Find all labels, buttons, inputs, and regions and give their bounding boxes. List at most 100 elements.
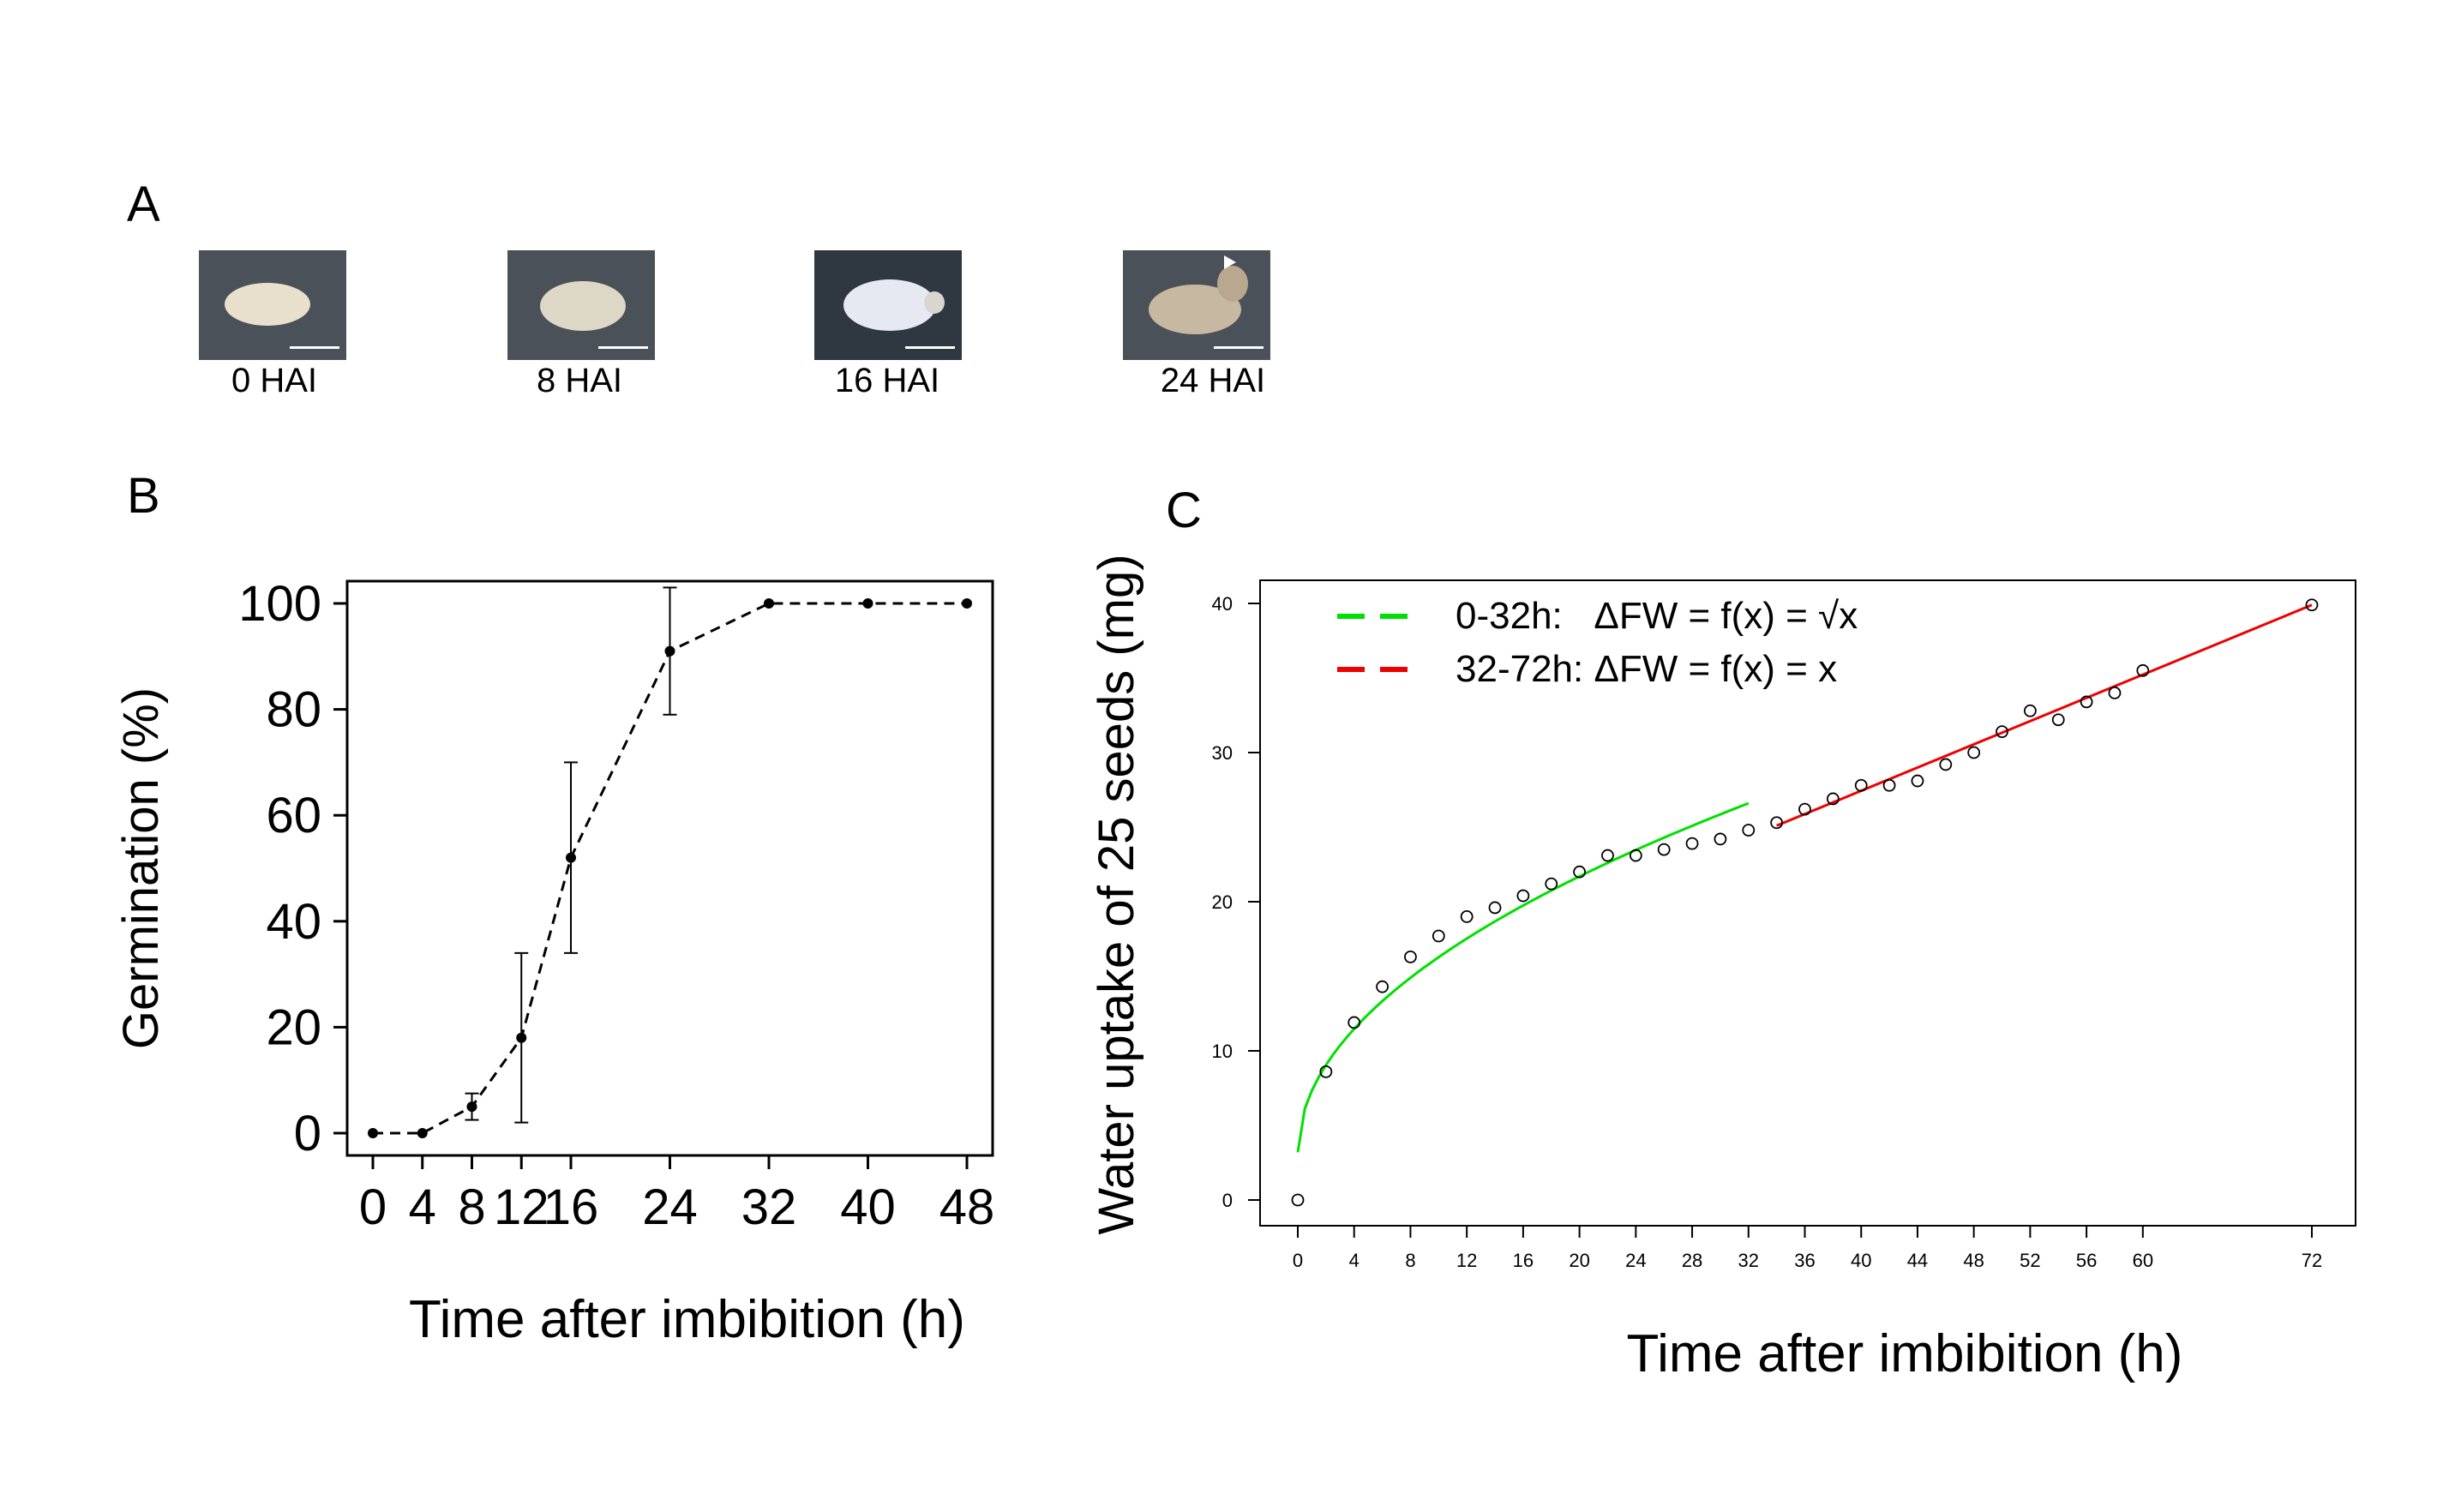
y-tick-label: 30 [1212, 742, 1233, 764]
data-point [1601, 849, 1614, 862]
data-point [1854, 778, 1868, 792]
data-point [417, 1128, 428, 1138]
seed-caption-24: 24 HAI [1160, 362, 1266, 399]
data-point [1545, 877, 1558, 891]
scale-bar [598, 346, 648, 349]
y-tick-label: 80 [266, 682, 321, 738]
scale-bar [290, 346, 339, 349]
arrowhead-icon [1224, 255, 1236, 269]
data-point [1291, 1193, 1305, 1207]
x-tick-label: 16 [1513, 1250, 1534, 1271]
y-tick-label: 40 [266, 894, 321, 950]
data-point [1714, 832, 1727, 846]
data-point [1826, 792, 1840, 806]
data-point [1573, 865, 1587, 879]
data-point [1882, 778, 1896, 792]
x-axis-label: Time after imbibition (h) [409, 1290, 965, 1349]
seed-caption-16: 16 HAI [834, 362, 940, 399]
seed-photo-0 [199, 250, 346, 360]
seed-photo-24 [1123, 250, 1270, 360]
data-point [1742, 824, 1756, 837]
data-point [2108, 687, 2122, 699]
panel-label-b: B [127, 468, 160, 524]
data-point [1798, 802, 1811, 816]
data-point [1939, 758, 1953, 771]
y-tick-label: 20 [266, 999, 321, 1055]
data-point [962, 598, 972, 609]
x-axis-label: Time after imbibition (h) [1627, 1324, 2183, 1383]
legend-label: 0-32h: ΔFW = f(x) = √x [1456, 595, 1858, 637]
data-point [1685, 837, 1699, 850]
seed-caption-8: 8 HAI [536, 362, 623, 399]
x-tick-label: 4 [409, 1179, 436, 1235]
x-tick-label: 40 [1851, 1250, 1871, 1271]
seed-photo-8 [507, 250, 655, 360]
x-tick-label: 48 [1963, 1250, 1984, 1271]
y-tick-label: 40 [1212, 593, 1233, 615]
data-point [516, 1032, 527, 1043]
x-tick-label: 56 [2076, 1250, 2097, 1271]
data-point [1967, 746, 1981, 759]
x-tick-label: 8 [458, 1179, 485, 1235]
x-tick-label: 48 [939, 1179, 995, 1235]
x-tick-label: 60 [2133, 1250, 2153, 1271]
x-tick-label: 32 [1738, 1250, 1759, 1271]
x-tick-label: 72 [2302, 1250, 2322, 1271]
y-tick-label: 10 [1212, 1041, 1233, 1062]
y-tick-label: 60 [266, 788, 321, 843]
data-point [1432, 929, 1445, 943]
y-tick-label: 0 [1222, 1190, 1233, 1211]
seed-caption-0: 0 HAI [231, 362, 318, 399]
y-axis-label: Germination (%) [113, 687, 169, 1049]
x-tick-label: 40 [840, 1179, 896, 1235]
x-tick-label: 32 [741, 1179, 797, 1235]
x-tick-label: 16 [543, 1179, 599, 1235]
data-point [1629, 849, 1642, 862]
data-point [862, 598, 873, 609]
data-point [466, 1101, 477, 1113]
data-point [1657, 843, 1671, 856]
x-tick-label: 52 [2020, 1250, 2040, 1271]
data-point [566, 852, 576, 863]
sqrt-fit-curve [1296, 801, 1750, 1153]
data-point [1404, 950, 1417, 963]
x-tick-label: 24 [1625, 1250, 1646, 1271]
data-point [368, 1128, 378, 1138]
data-point [664, 645, 675, 657]
y-tick-label: 100 [238, 576, 321, 632]
y-tick-label: 20 [1212, 891, 1233, 913]
legend-label: 32-72h: ΔFW = f(x) = x [1456, 648, 1837, 690]
x-tick-label: 4 [1349, 1250, 1360, 1271]
data-point [1319, 1065, 1333, 1078]
seed-photo-16 [814, 250, 962, 360]
x-tick-label: 28 [1682, 1250, 1702, 1271]
y-tick-label: 0 [294, 1106, 321, 1161]
x-tick-label: 20 [1569, 1250, 1589, 1271]
scale-bar [905, 346, 955, 349]
data-point [764, 598, 774, 609]
data-point [1516, 889, 1530, 903]
data-point [2051, 713, 2065, 727]
data-point [2080, 695, 2093, 709]
panel-label-c: C [1166, 483, 1202, 538]
panel-label-a: A [127, 177, 160, 232]
x-tick-label: 8 [1405, 1250, 1415, 1271]
x-tick-label: 44 [1907, 1250, 1928, 1271]
x-tick-label: 24 [642, 1179, 698, 1235]
data-point [1911, 774, 1924, 788]
data-point [2305, 598, 2319, 612]
x-tick-label: 12 [1456, 1250, 1477, 1271]
data-point [2136, 663, 2150, 677]
x-tick-label: 36 [1794, 1250, 1815, 1271]
data-point [1770, 816, 1784, 830]
scale-bar [1214, 346, 1264, 349]
linear-fit-line [1776, 603, 2313, 827]
data-point [1348, 1016, 1361, 1029]
data-point [2023, 704, 2037, 717]
data-point [1460, 910, 1474, 923]
data-point [1488, 901, 1502, 915]
plot-frame [1259, 579, 2356, 1227]
y-axis-label: Water uptake of 25 seeds (mg) [1089, 554, 1144, 1234]
